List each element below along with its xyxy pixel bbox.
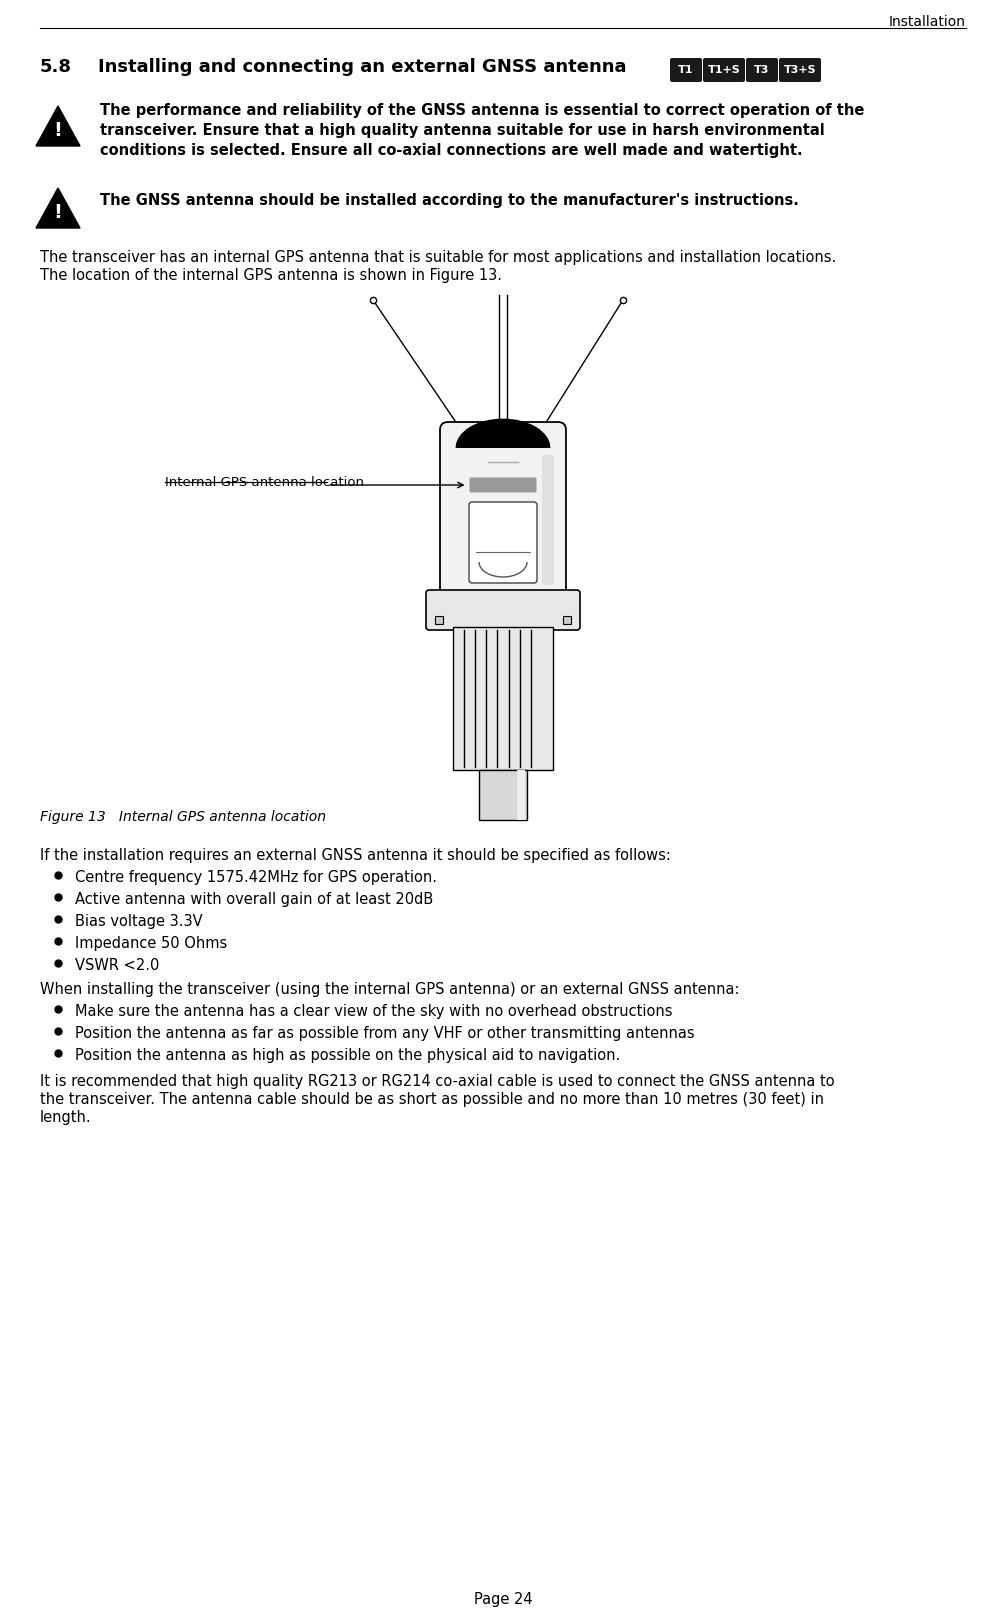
Text: Position the antenna as far as possible from any VHF or other transmitting anten: Position the antenna as far as possible … — [75, 1026, 694, 1041]
Text: Centre frequency 1575.42MHz for GPS operation.: Centre frequency 1575.42MHz for GPS oper… — [75, 869, 437, 886]
Text: Make sure the antenna has a clear view of the sky with no overhead obstructions: Make sure the antenna has a clear view o… — [75, 1004, 672, 1020]
FancyBboxPatch shape — [470, 477, 536, 493]
Text: conditions is selected. Ensure all co-axial connections are well made and watert: conditions is selected. Ensure all co-ax… — [100, 142, 803, 158]
Text: When installing the transceiver (using the internal GPS antenna) or an external : When installing the transceiver (using t… — [40, 983, 739, 997]
Text: The transceiver has an internal GPS antenna that is suitable for most applicatio: The transceiver has an internal GPS ante… — [40, 250, 836, 265]
FancyBboxPatch shape — [440, 422, 566, 598]
Text: the transceiver. The antenna cable should be as short as possible and no more th: the transceiver. The antenna cable shoul… — [40, 1092, 824, 1107]
Polygon shape — [36, 187, 80, 228]
FancyBboxPatch shape — [426, 590, 580, 630]
FancyBboxPatch shape — [703, 58, 745, 82]
Text: The location of the internal GPS antenna is shown in Figure 13.: The location of the internal GPS antenna… — [40, 268, 502, 283]
Text: Position the antenna as high as possible on the physical aid to navigation.: Position the antenna as high as possible… — [75, 1049, 621, 1063]
Text: Figure 13   Internal GPS antenna location: Figure 13 Internal GPS antenna location — [40, 810, 326, 824]
Text: Impedance 50 Ohms: Impedance 50 Ohms — [75, 936, 227, 950]
FancyBboxPatch shape — [563, 616, 571, 624]
Polygon shape — [517, 769, 525, 819]
Text: 5.8: 5.8 — [40, 58, 72, 76]
Text: Page 24: Page 24 — [474, 1592, 532, 1606]
Polygon shape — [542, 456, 554, 585]
Text: transceiver. Ensure that a high quality antenna suitable for use in harsh enviro: transceiver. Ensure that a high quality … — [100, 123, 825, 137]
Text: Bias voltage 3.3V: Bias voltage 3.3V — [75, 915, 202, 929]
Text: !: ! — [53, 121, 62, 141]
Text: T3: T3 — [754, 65, 770, 74]
Text: If the installation requires an external GNSS antenna it should be specified as : If the installation requires an external… — [40, 848, 671, 863]
FancyBboxPatch shape — [670, 58, 702, 82]
Text: Installation: Installation — [889, 15, 966, 29]
Text: It is recommended that high quality RG213 or RG214 co-axial cable is used to con: It is recommended that high quality RG21… — [40, 1075, 835, 1089]
Text: length.: length. — [40, 1110, 92, 1125]
FancyBboxPatch shape — [453, 627, 553, 769]
Text: The performance and reliability of the GNSS antenna is essential to correct oper: The performance and reliability of the G… — [100, 103, 864, 118]
Text: T1+S: T1+S — [707, 65, 740, 74]
FancyBboxPatch shape — [435, 616, 443, 624]
FancyBboxPatch shape — [779, 58, 821, 82]
Text: Internal GPS antenna location: Internal GPS antenna location — [165, 475, 364, 488]
Text: T3+S: T3+S — [784, 65, 816, 74]
Polygon shape — [36, 107, 80, 145]
Text: VSWR <2.0: VSWR <2.0 — [75, 958, 159, 973]
Text: !: ! — [53, 204, 62, 223]
Text: The GNSS antenna should be installed according to the manufacturer's instruction: The GNSS antenna should be installed acc… — [100, 192, 799, 208]
Polygon shape — [479, 769, 527, 819]
Text: T1: T1 — [678, 65, 694, 74]
Polygon shape — [457, 420, 549, 448]
FancyBboxPatch shape — [746, 58, 778, 82]
Text: Active antenna with overall gain of at least 20dB: Active antenna with overall gain of at l… — [75, 892, 434, 907]
FancyBboxPatch shape — [469, 503, 537, 583]
Text: Installing and connecting an external GNSS antenna: Installing and connecting an external GN… — [98, 58, 627, 76]
